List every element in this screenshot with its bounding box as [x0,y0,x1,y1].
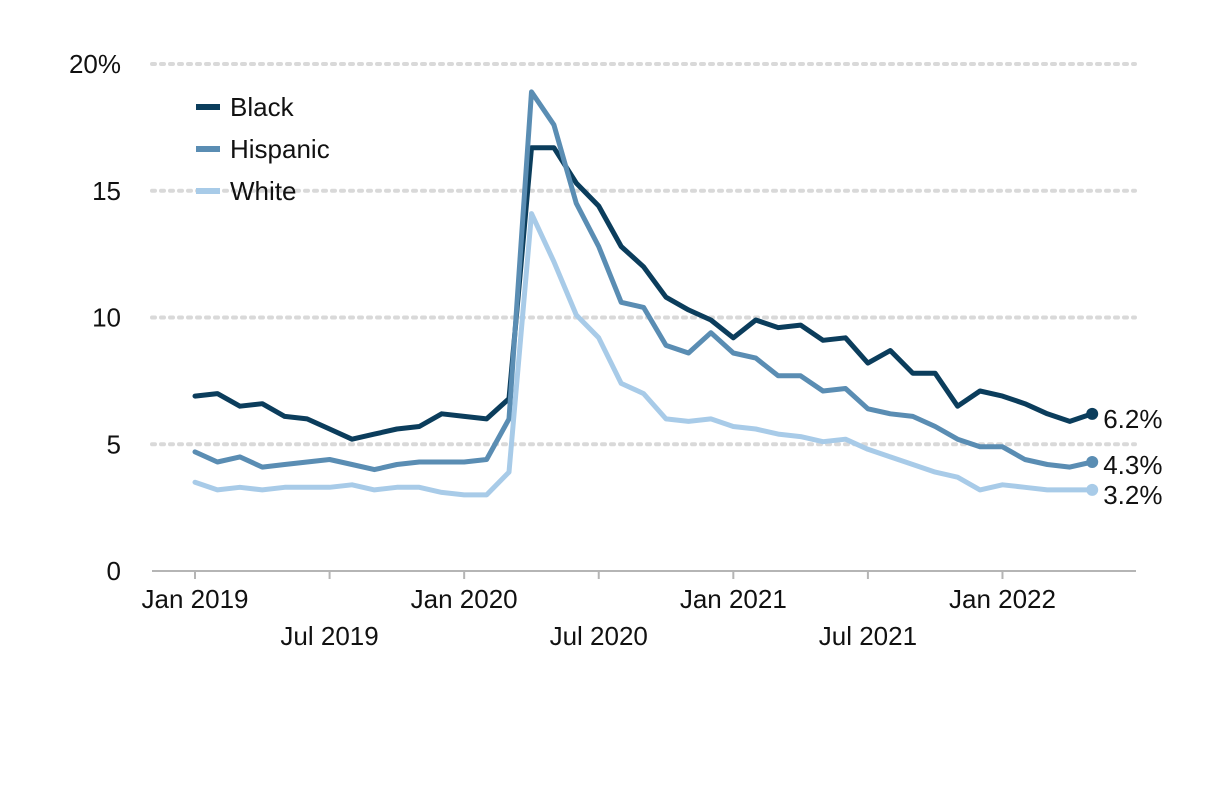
y-tick-label: 15 [92,176,121,206]
end-label-black: 6.2% [1103,404,1162,434]
series-line-white [192,211,1095,498]
end-point-hispanic [1086,455,1099,468]
y-tick-label: 20% [69,49,121,79]
series-line-black [192,145,1095,442]
legend-label-black: Black [230,92,295,122]
series-endpoints: 6.2% 4.3%3.2% [1086,404,1162,510]
legend-label-hispanic: Hispanic [230,134,330,164]
end-point-black [1086,407,1099,420]
x-tick-label: Jul 2021 [819,621,917,651]
y-tick-label: 0 [107,556,121,586]
gridlines [150,62,1137,447]
x-tick-label: Jan 2019 [142,584,249,614]
x-tick-label: Jul 2019 [280,621,378,651]
x-axis: Jan 2019 Jul 2019 Jan 2020 Jul 2020 Jan 2021… [142,570,1136,651]
y-tick-label: 10 [92,303,121,333]
legend-label-white: White [230,176,296,206]
y-axis: 0 5 10 15 20% [69,49,121,586]
legend: Black Hispanic White [196,92,330,206]
series-line-hispanic [192,89,1095,473]
series-lines [192,89,1095,498]
x-tick-label: Jan 2022 [949,584,1056,614]
x-tick-label: Jul 2020 [550,621,648,651]
end-label-hispanic: 4.3% [1103,450,1162,480]
x-tick-label: Jan 2020 [411,584,518,614]
end-label-white: 3.2% [1103,480,1162,510]
end-point-white [1086,483,1099,496]
y-tick-label: 5 [107,429,121,459]
x-tick-label: Jan 2021 [680,584,787,614]
